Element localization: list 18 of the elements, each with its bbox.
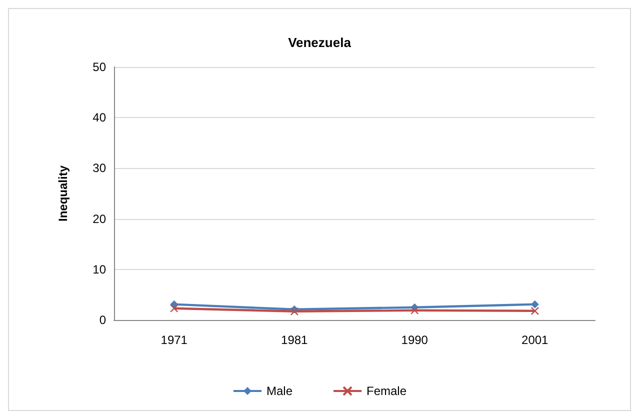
- x-tick-label: 1990: [401, 333, 428, 347]
- point: [170, 304, 178, 312]
- y-axis-title: Inequality: [56, 165, 70, 222]
- y-tick-label: 50: [92, 60, 106, 74]
- legend-label: Male: [266, 384, 293, 398]
- x-tick-label: 1981: [281, 333, 308, 347]
- x-tick-label: 2001: [522, 333, 549, 347]
- x-tick-label: 1971: [160, 333, 188, 347]
- point: [410, 306, 419, 314]
- point: [530, 300, 539, 308]
- y-tick-label: 40: [92, 110, 106, 125]
- chart-title: Venezuela: [288, 35, 352, 50]
- point: [530, 306, 539, 315]
- y-tick-label: 20: [92, 212, 106, 226]
- y-tick-label: 0: [99, 313, 106, 327]
- y-tick-label: 10: [92, 262, 106, 276]
- legend-label: Female: [366, 384, 407, 398]
- y-tick-label: 30: [92, 161, 106, 176]
